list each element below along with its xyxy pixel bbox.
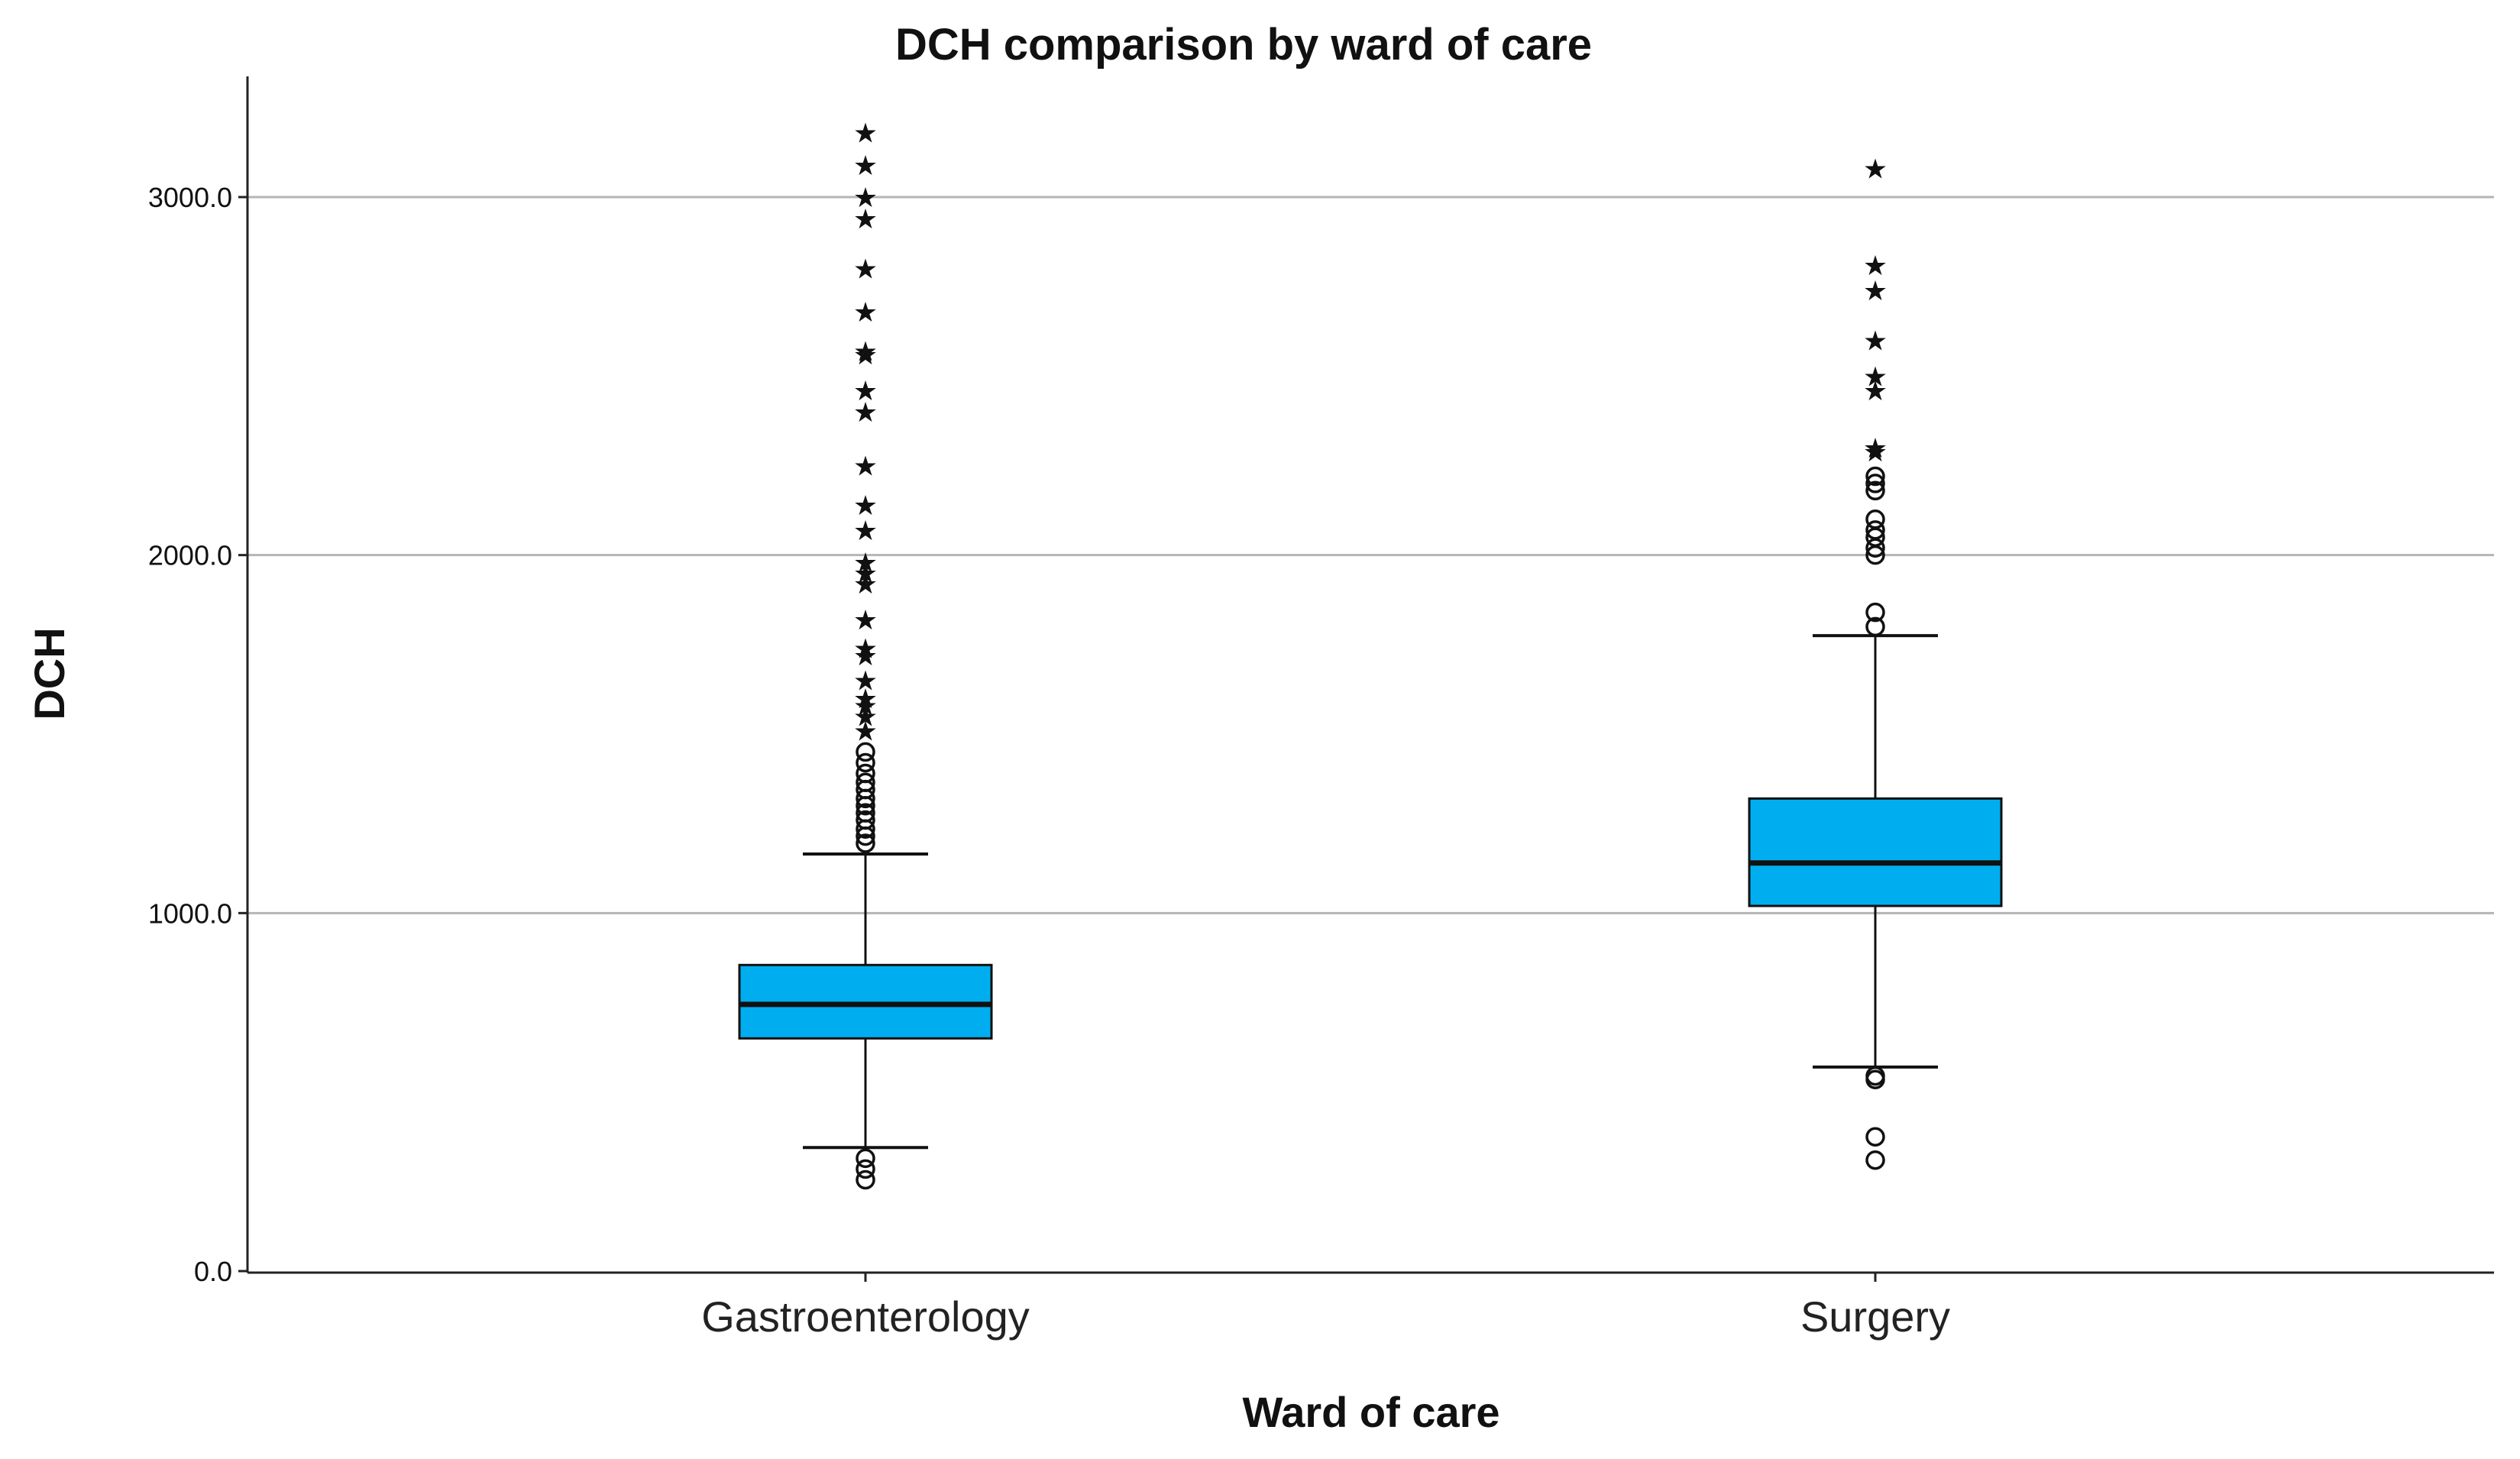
axes (246, 76, 2494, 1274)
outlier-point (1865, 474, 1885, 493)
extreme-outlier-point: ★ (1863, 376, 1888, 407)
y-tick-label: 0.0 (194, 1256, 232, 1287)
outlier-point (1865, 480, 1885, 501)
extreme-outlier-point: ★ (853, 605, 878, 636)
extreme-outlier-point: ★ (853, 702, 878, 733)
extreme-outlier-point: ★ (853, 297, 878, 328)
y-tick-label: 3000.0 (148, 182, 232, 213)
outlier-point (856, 772, 875, 793)
outlier-point (1865, 1066, 1885, 1086)
iqr-box (1748, 797, 2003, 907)
extreme-outlier-point: ★ (1863, 433, 1888, 464)
x-tick-label-gastroenterology: Gastroenterology (701, 1292, 1030, 1341)
outlier-point (1865, 1127, 1885, 1147)
outlier-point (1865, 616, 1885, 637)
extreme-outlier-point: ★ (853, 548, 878, 579)
extreme-outlier-point: ★ (853, 376, 878, 407)
outlier-point (1865, 1150, 1885, 1170)
extreme-outlier-point: ★ (853, 183, 878, 214)
outlier-point (856, 803, 875, 823)
extreme-outlier-point: ★ (853, 716, 878, 747)
extreme-outlier-point: ★ (853, 254, 878, 286)
extreme-outlier-point: ★ (1863, 437, 1888, 468)
extreme-outlier-point: ★ (853, 569, 878, 600)
extreme-outlier-point: ★ (853, 118, 878, 150)
outlier-point (1865, 510, 1885, 529)
extreme-outlier-point: ★ (853, 684, 878, 715)
y-tick-label: 1000.0 (148, 898, 232, 929)
extreme-outlier-point: ★ (853, 397, 878, 429)
extreme-outlier-point: ★ (853, 490, 878, 522)
extreme-outlier-point: ★ (853, 691, 878, 723)
x-axis-title: Ward of care (1242, 1388, 1499, 1436)
outlier-point (1865, 520, 1885, 540)
box-group-surgery: ★★★★★★★★ (1748, 154, 2003, 1170)
extreme-outlier-point: ★ (1863, 251, 1888, 282)
extreme-outlier-point: ★ (853, 516, 878, 547)
outlier-point (856, 833, 875, 853)
extreme-outlier-point: ★ (1863, 154, 1888, 186)
box-group-gastroenterology: ★★★★★★★★★★★★★★★★★★★★★★★★ (738, 118, 993, 1190)
extreme-outlier-point: ★ (853, 451, 878, 483)
chart-title: DCH comparison by ward of care (895, 20, 1592, 70)
extreme-outlier-point: ★ (1863, 325, 1888, 357)
y-tick-label: 2000.0 (148, 540, 232, 571)
y-tick-labels: 0.0 1000.0 2000.0 3000.0 (148, 182, 247, 1287)
extreme-outlier-point: ★ (853, 340, 878, 371)
extreme-outlier-point: ★ (853, 558, 878, 590)
outlier-point (856, 752, 875, 773)
outlier-point (1865, 466, 1885, 487)
outlier-point (856, 742, 875, 762)
box-plots: ★★★★★★★★★★★★★★★★★★★★★★★★★★★★★★★★ (738, 118, 2003, 1190)
x-tick-label-surgery: Surgery (1800, 1292, 1950, 1341)
extreme-outlier-point: ★ (853, 150, 878, 182)
extreme-outlier-point: ★ (1863, 361, 1888, 393)
extreme-outlier-point: ★ (853, 641, 878, 672)
extreme-outlier-point: ★ (853, 337, 878, 368)
extreme-outlier-point: ★ (853, 666, 878, 697)
grid-lines (247, 196, 2494, 914)
extreme-outlier-point: ★ (1863, 276, 1888, 307)
outlier-point (1865, 602, 1885, 623)
outlier-point (856, 1148, 875, 1169)
outlier-point (856, 763, 875, 784)
outlier-point (856, 1169, 875, 1190)
extreme-outlier-point: ★ (853, 634, 878, 665)
extreme-outlier-point: ★ (853, 204, 878, 235)
x-tick-labels: Gastroenterology Surgery (701, 1273, 1950, 1341)
iqr-box (738, 963, 993, 1040)
y-axis-title: DCH (25, 627, 73, 720)
outlier-point (856, 1159, 875, 1179)
outlier-point (856, 810, 875, 830)
